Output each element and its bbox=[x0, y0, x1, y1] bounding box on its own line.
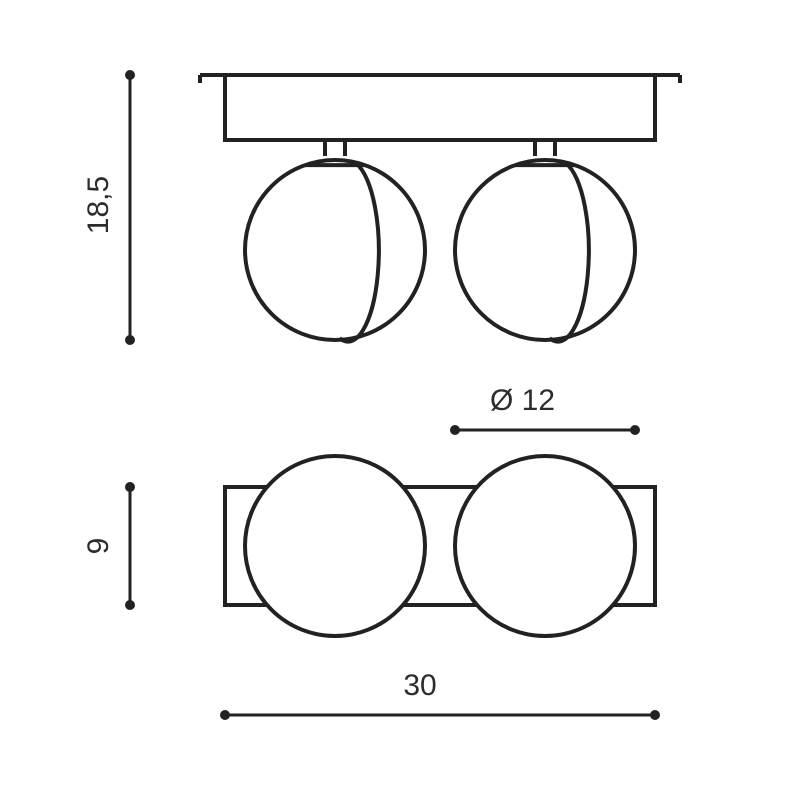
dim-label-height: 18,5 bbox=[82, 176, 115, 234]
dim-label-width: 30 bbox=[403, 669, 436, 702]
sphere-right-top bbox=[455, 456, 635, 636]
dim-label-depth: 9 bbox=[82, 538, 115, 555]
mounting-box-front bbox=[225, 75, 655, 140]
sphere-right-front bbox=[455, 160, 635, 340]
sphere-left-front bbox=[245, 160, 425, 340]
dim-label-diameter: Ø 12 bbox=[490, 384, 555, 417]
sphere-left-top bbox=[245, 456, 425, 636]
technical-drawing: 18,5 Ø 12 9 30 bbox=[0, 0, 800, 800]
